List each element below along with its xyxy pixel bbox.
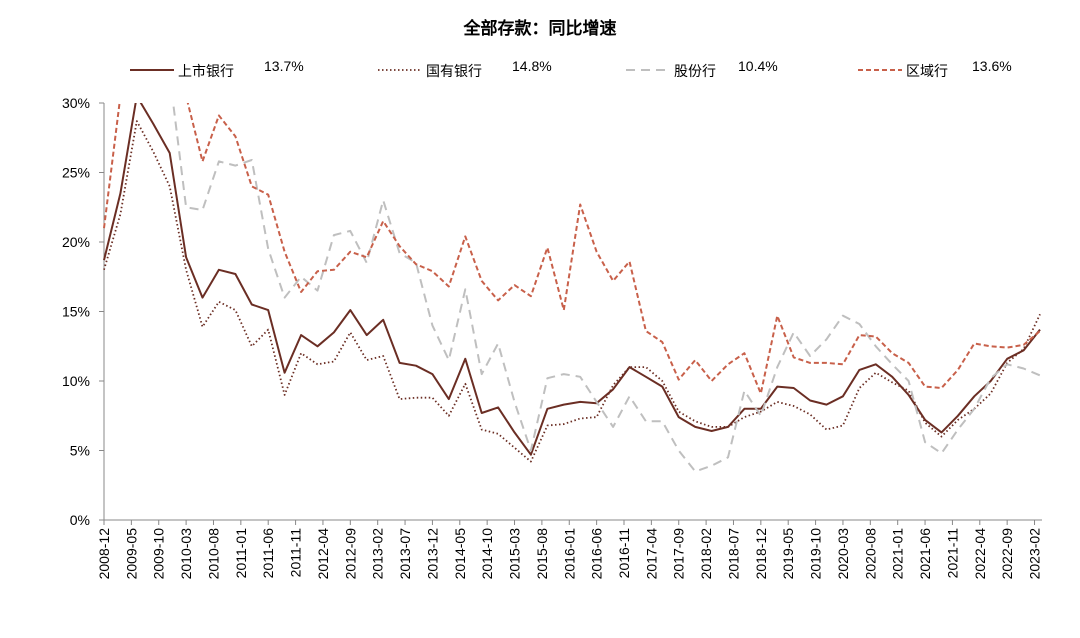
axes: 0% 5% 10% 15% 20% 25% 30% 2008-12 2009-05 2009-10… bbox=[62, 95, 1043, 579]
series-lines bbox=[103, 103, 1041, 473]
legend-label: 股份行 bbox=[674, 63, 716, 79]
x-tick-label: 2015-08 bbox=[534, 528, 550, 580]
y-tick-label: 5% bbox=[70, 443, 90, 459]
legend-value: 13.6% bbox=[972, 58, 1012, 74]
series-line-3 bbox=[172, 103, 1041, 473]
x-tick-label: 2014-10 bbox=[479, 528, 495, 580]
series-line-4 bbox=[103, 103, 1041, 395]
x-tick-label: 2016-01 bbox=[561, 528, 577, 580]
x-tick-label: 2016-06 bbox=[589, 528, 605, 580]
legend-label: 上市银行 bbox=[178, 63, 234, 79]
legend-label: 国有银行 bbox=[426, 63, 482, 79]
x-tick-label: 2019-10 bbox=[808, 528, 824, 580]
x-tick-label: 2022-09 bbox=[999, 528, 1015, 580]
x-tick-label: 2017-04 bbox=[643, 528, 659, 580]
x-tick-label: 2018-07 bbox=[725, 528, 741, 580]
y-tick-label: 20% bbox=[62, 234, 90, 250]
x-tick-label: 2018-02 bbox=[698, 528, 714, 580]
y-tick-label: 0% bbox=[70, 512, 90, 528]
x-tick-label: 2020-08 bbox=[862, 528, 878, 580]
x-tick-label: 2020-03 bbox=[835, 528, 851, 580]
legend-value: 13.7% bbox=[264, 58, 304, 74]
x-tick-label: 2011-06 bbox=[260, 528, 276, 579]
y-tick-label: 30% bbox=[62, 95, 90, 111]
x-tick-label: 2015-03 bbox=[507, 528, 523, 580]
x-tick-label: 2017-09 bbox=[671, 528, 687, 580]
x-tick-label: 2013-12 bbox=[424, 528, 440, 580]
y-tick-label: 10% bbox=[62, 373, 90, 389]
x-tick-label: 2014-05 bbox=[452, 528, 468, 580]
x-tick-label: 2013-02 bbox=[370, 528, 386, 580]
x-tick-label: 2023-02 bbox=[1027, 528, 1043, 580]
x-tick-label: 2012-04 bbox=[315, 528, 331, 580]
y-tick-label: 25% bbox=[62, 165, 90, 181]
x-tick-label: 2016-11 bbox=[616, 528, 632, 579]
x-tick-label: 2008-12 bbox=[96, 528, 112, 580]
x-tick-label: 2011-01 bbox=[233, 528, 249, 579]
legend-value: 10.4% bbox=[738, 58, 778, 74]
legend-value: 14.8% bbox=[512, 58, 552, 74]
x-tick-label: 2021-06 bbox=[917, 528, 933, 580]
x-tick-label: 2021-11 bbox=[944, 528, 960, 579]
x-tick-label: 2022-04 bbox=[972, 528, 988, 580]
x-tick-label: 2009-05 bbox=[123, 528, 139, 580]
y-tick-label: 15% bbox=[62, 304, 90, 320]
series-line-1 bbox=[103, 103, 1041, 456]
x-tick-label: 2012-09 bbox=[342, 528, 358, 580]
x-tick-label: 2009-10 bbox=[151, 528, 167, 580]
legend: 上市银行 13.7% 国有银行 14.8% 股份行 10.4% 区域行 13.6% bbox=[130, 58, 1012, 79]
legend-label: 区域行 bbox=[906, 63, 948, 79]
series-line-2 bbox=[103, 120, 1041, 463]
x-tick-label: 2019-05 bbox=[780, 528, 796, 580]
chart-title: 全部存款：同比增速 bbox=[463, 19, 617, 39]
x-tick-label: 2021-01 bbox=[890, 528, 906, 580]
x-tick-label: 2018-12 bbox=[753, 528, 769, 580]
x-tick-label: 2010-03 bbox=[178, 528, 194, 580]
x-tick-label: 2013-07 bbox=[397, 528, 413, 580]
x-tick-label: 2011-11 bbox=[288, 528, 304, 578]
x-tick-label: 2010-08 bbox=[205, 528, 221, 580]
